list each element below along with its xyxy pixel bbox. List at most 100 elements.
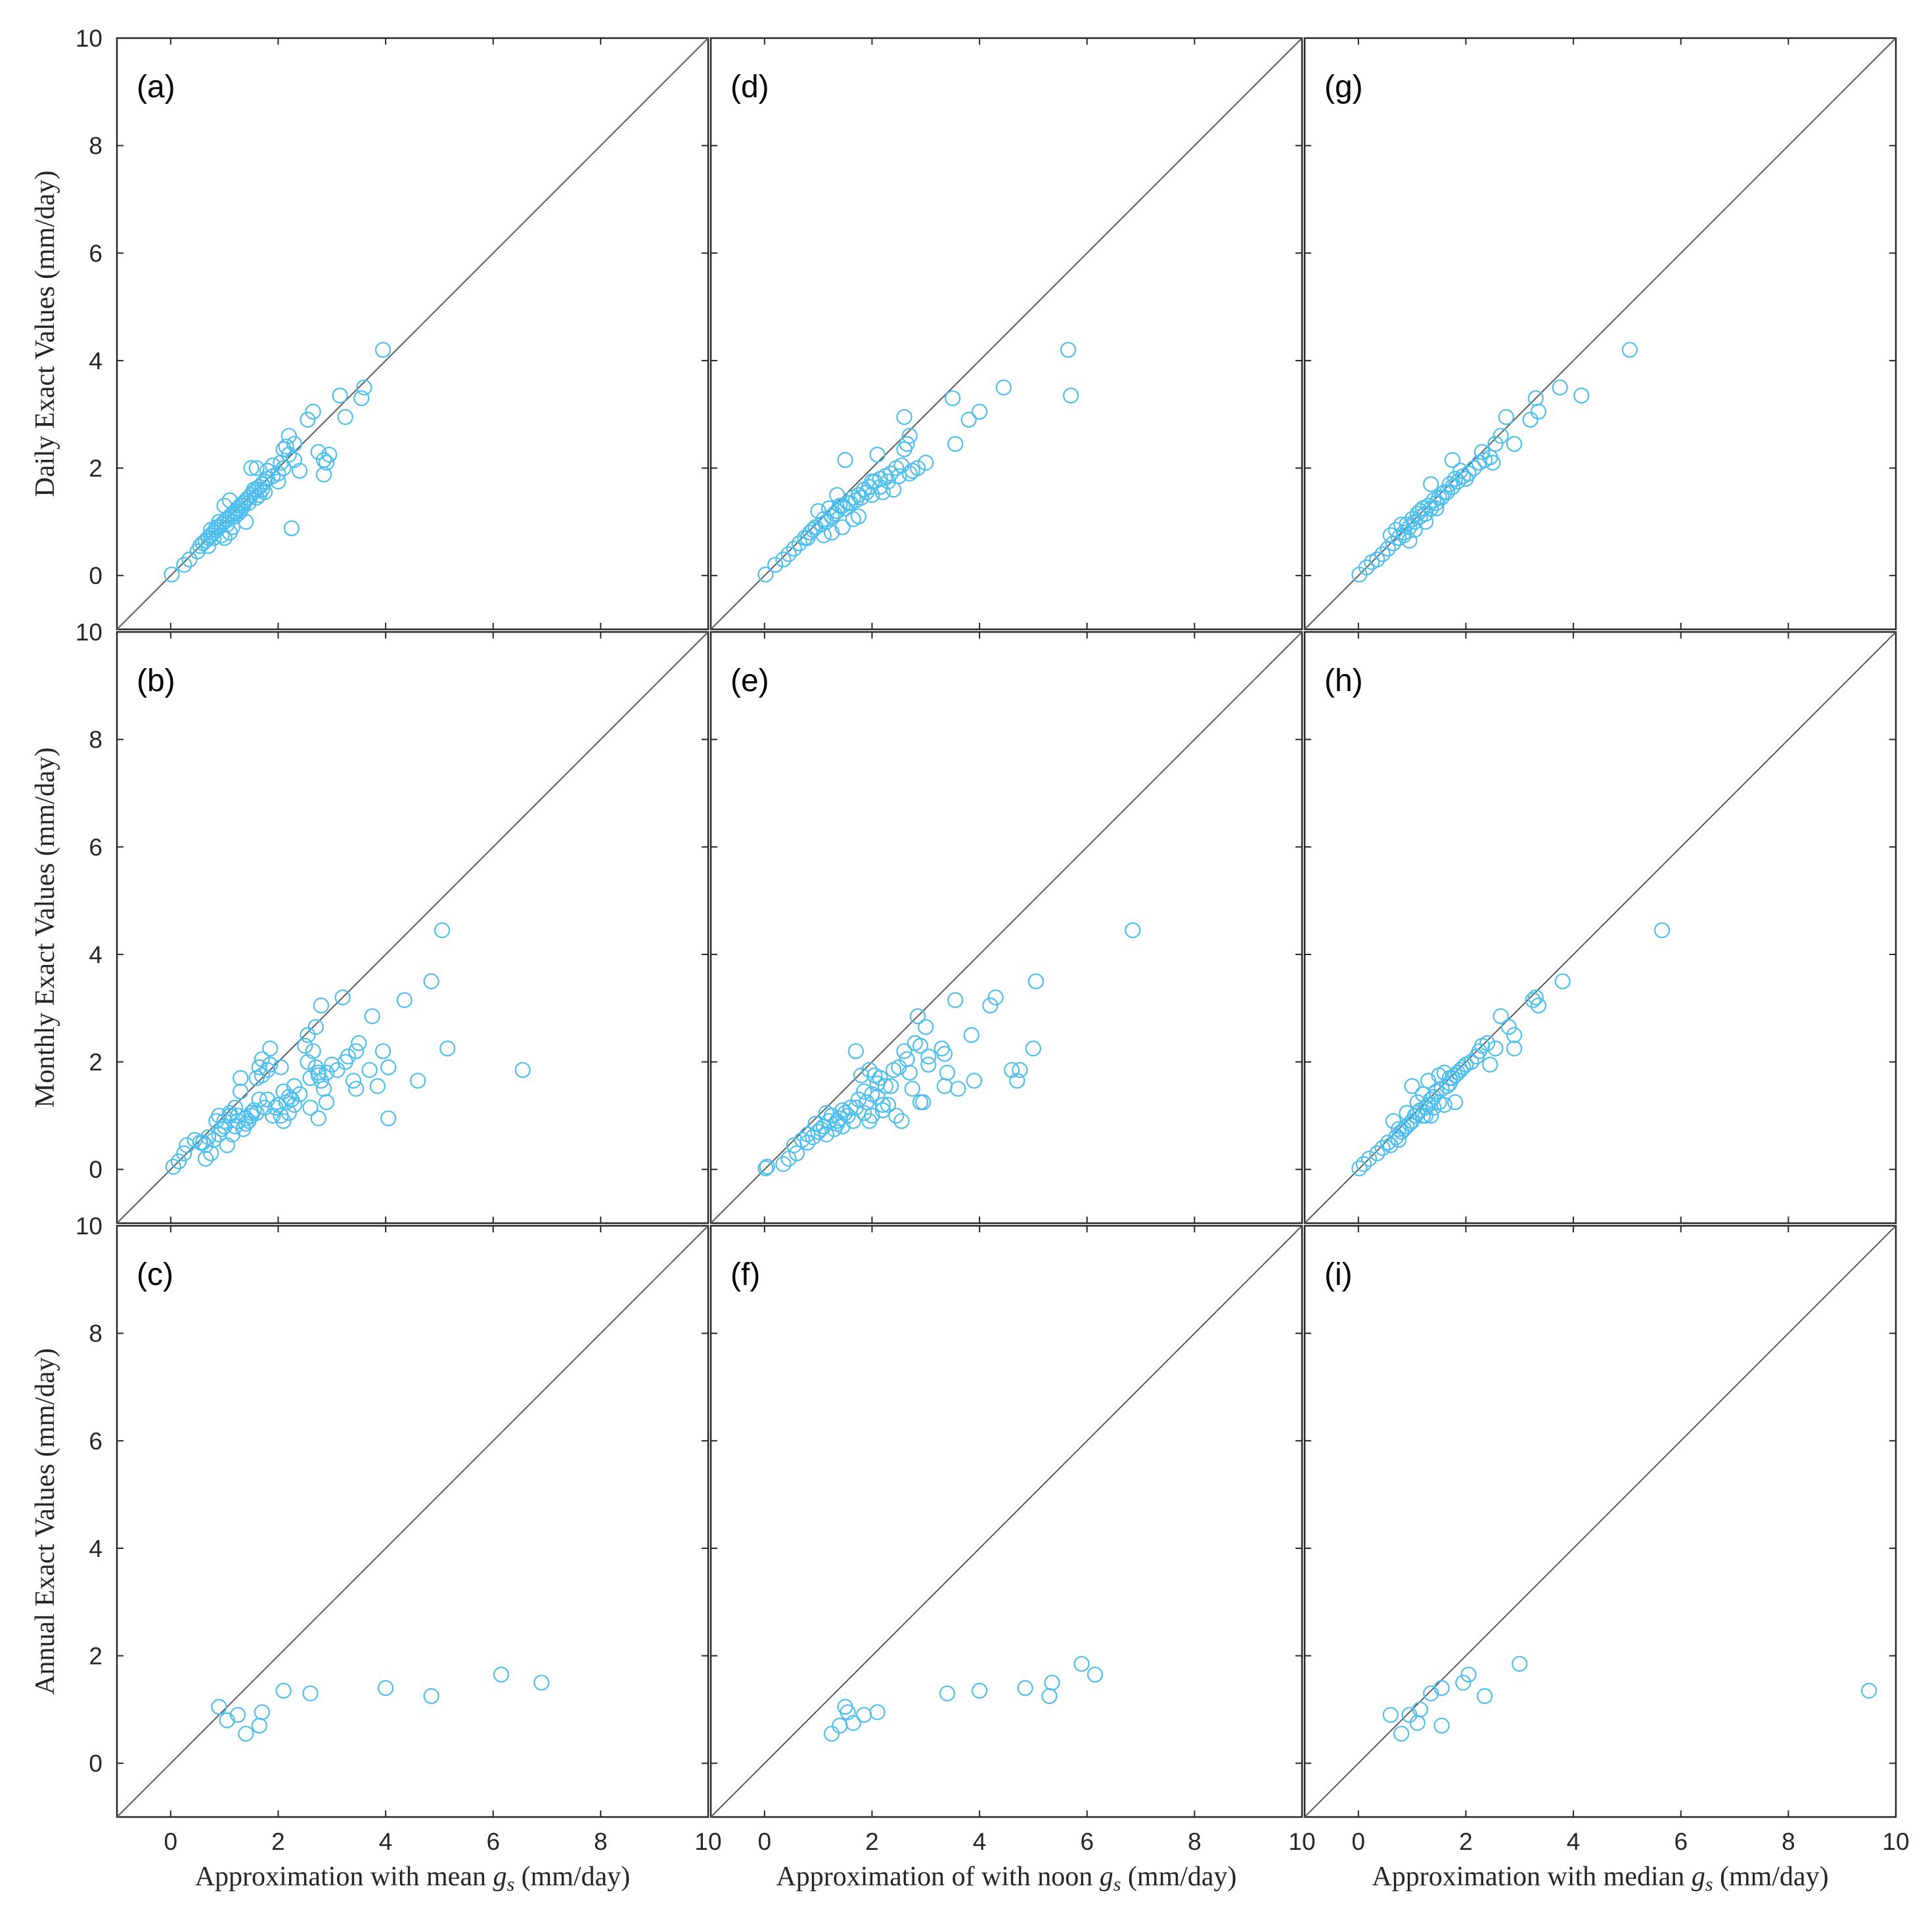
data-point	[292, 462, 308, 479]
data-point	[869, 446, 886, 463]
data-point	[950, 1081, 966, 1097]
data-point	[315, 466, 332, 483]
y-tick-label: 6	[89, 240, 102, 267]
data-point	[297, 1037, 313, 1054]
data-point	[380, 1110, 397, 1127]
x-tick-label: 4	[379, 1828, 393, 1855]
data-point	[514, 1062, 531, 1078]
y-tick-label: 0	[89, 562, 102, 589]
data-point	[901, 1064, 918, 1081]
data-point	[1017, 1680, 1033, 1696]
data-point	[300, 1027, 316, 1043]
x-tick-label: 0	[164, 1828, 178, 1855]
data-point	[229, 1707, 246, 1723]
data-point	[281, 428, 297, 444]
axes-box	[1303, 631, 1897, 1224]
data-point	[856, 1083, 872, 1100]
data-point	[246, 1102, 262, 1119]
data-point	[221, 492, 238, 508]
data-point	[995, 379, 1012, 395]
data-point	[893, 1113, 910, 1129]
data-point	[1401, 1115, 1418, 1132]
data-point	[211, 1699, 227, 1715]
data-point	[1530, 403, 1547, 420]
data-point	[275, 1682, 292, 1699]
data-point	[1417, 1108, 1434, 1124]
y-tick-label: 6	[89, 834, 102, 861]
data-point	[799, 1134, 816, 1151]
data-point	[1441, 476, 1458, 493]
axes-box	[116, 631, 709, 1224]
data-point	[1361, 1150, 1378, 1167]
data-point	[815, 527, 832, 543]
data-point	[353, 390, 370, 407]
data-point	[374, 342, 392, 358]
data-point	[423, 1688, 439, 1705]
data-point	[194, 1134, 212, 1151]
data-point	[840, 1704, 856, 1720]
data-point	[265, 1108, 281, 1124]
panel-label: (g)	[1324, 70, 1363, 104]
data-point	[216, 1113, 233, 1129]
data-point	[410, 1073, 426, 1089]
data-point	[1506, 1040, 1523, 1057]
axes-box	[709, 631, 1303, 1224]
data-point	[216, 497, 233, 514]
data-point	[206, 1132, 222, 1148]
data-point	[1374, 546, 1391, 562]
data-point	[1391, 1121, 1407, 1137]
data-point	[815, 511, 832, 527]
data-point	[1450, 1064, 1466, 1081]
data-point	[1463, 1054, 1479, 1070]
data-point	[799, 529, 816, 547]
data-point	[1412, 1701, 1429, 1718]
data-point	[374, 1043, 392, 1060]
data-point	[1860, 1682, 1877, 1699]
panel-g: (g)	[1303, 37, 1897, 631]
data-point	[869, 1075, 886, 1092]
data-point	[820, 500, 838, 517]
data-point	[1498, 409, 1514, 425]
y-tick-label: 4	[89, 941, 102, 968]
data-point	[837, 500, 853, 517]
data-point	[1621, 342, 1638, 358]
data-point	[321, 446, 338, 463]
data-point	[254, 476, 271, 493]
data-point	[757, 1160, 774, 1177]
data-point	[265, 457, 281, 474]
data-point	[966, 1073, 983, 1089]
data-point	[874, 1096, 891, 1113]
data-point	[286, 1078, 303, 1094]
data-point	[1455, 1059, 1471, 1075]
data-point	[216, 1118, 233, 1134]
data-point	[1073, 1655, 1090, 1672]
data-point	[286, 1096, 303, 1113]
x-tick-label: 4	[1567, 1828, 1581, 1855]
data-point	[238, 1110, 254, 1127]
data-point	[310, 1110, 326, 1127]
data-point	[318, 455, 335, 471]
data-point	[275, 441, 292, 458]
data-point	[281, 446, 297, 463]
data-point	[859, 1094, 875, 1111]
data-point	[434, 922, 451, 939]
data-point	[901, 428, 918, 444]
data-point	[864, 1086, 880, 1102]
data-point	[861, 1062, 878, 1078]
data-point	[259, 462, 276, 479]
y-tick-label: 2	[89, 1643, 102, 1670]
data-point	[262, 1056, 279, 1073]
data-point	[1452, 462, 1469, 479]
data-point	[200, 538, 217, 554]
x-tick-label: 6	[1674, 1828, 1688, 1855]
data-point	[826, 505, 843, 522]
data-point	[891, 1059, 907, 1075]
data-point	[896, 409, 912, 425]
data-point	[971, 1682, 988, 1699]
data-point	[305, 1043, 321, 1060]
data-point	[305, 403, 321, 420]
data-point	[165, 1158, 182, 1175]
data-point	[813, 1121, 829, 1137]
data-point	[1458, 470, 1474, 487]
